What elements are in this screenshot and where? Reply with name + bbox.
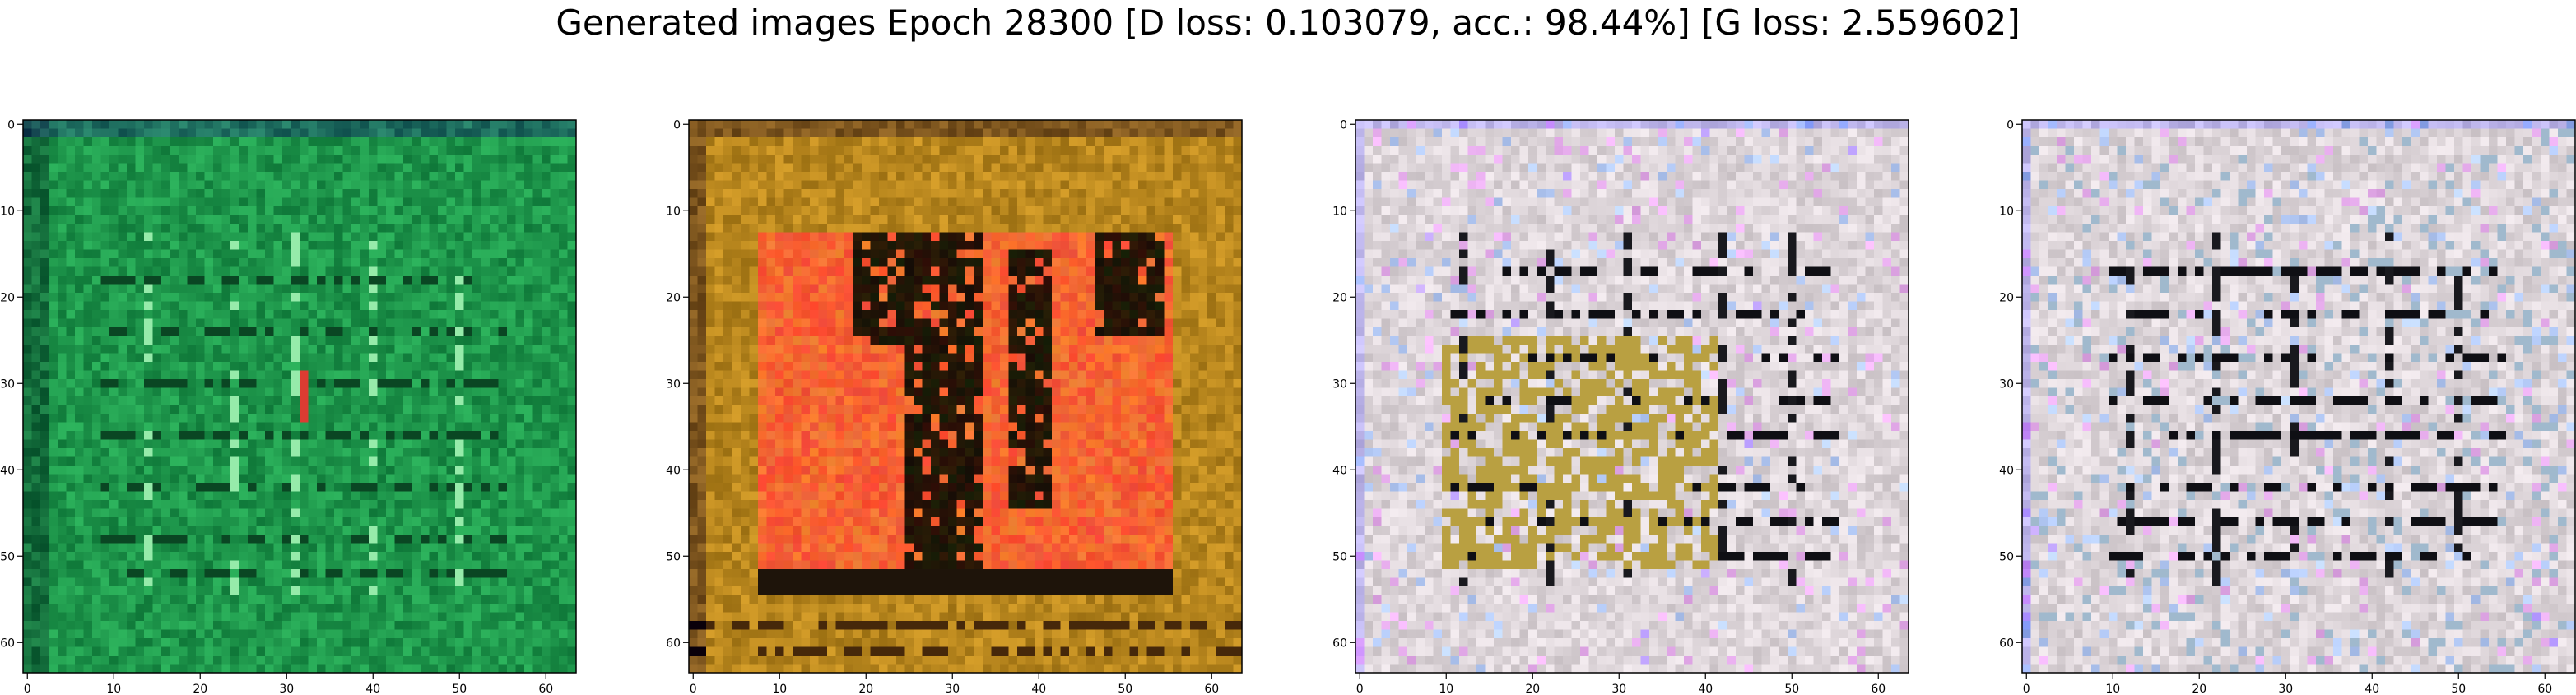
- x-tick-label: 40: [1698, 683, 1713, 695]
- y-tick-label: 0: [1340, 118, 1347, 132]
- x-tick-label: 60: [1204, 683, 1219, 695]
- y-tick-label: 20: [666, 291, 681, 304]
- figure-title: Generated images Epoch 28300 [D loss: 0.…: [556, 2, 2020, 43]
- y-tick-label: 30: [1332, 378, 1347, 391]
- y-tick-label: 10: [1999, 205, 2014, 218]
- y-tick-label: 10: [1332, 205, 1347, 218]
- x-tick-label: 0: [690, 683, 697, 695]
- x-tick-label: 30: [945, 683, 960, 695]
- y-tick-label: 60: [0, 637, 15, 650]
- panel-1: 0 10 20 30 40 50 60 0 10 20 30 40 50 60: [0, 118, 577, 695]
- axes-frame: [1355, 119, 1909, 674]
- x-tick-label: 50: [452, 683, 467, 695]
- x-tick-label: 20: [858, 683, 873, 695]
- y-tick-label: 30: [1999, 378, 2014, 391]
- x-tick-label: 40: [2364, 683, 2379, 695]
- y-tick-label: 0: [2006, 118, 2014, 132]
- x-tick-label: 40: [365, 683, 380, 695]
- y-tick-label: 50: [1332, 550, 1347, 563]
- x-tick-label: 10: [106, 683, 121, 695]
- y-tick-label: 20: [1332, 291, 1347, 304]
- y-tick-label: 60: [1999, 637, 2014, 650]
- y-tick-label: 10: [0, 205, 15, 218]
- x-tick-label: 0: [2023, 683, 2030, 695]
- generated-image-3: [1355, 120, 1909, 674]
- y-tick-label: 40: [0, 464, 15, 477]
- generated-image-1: [23, 120, 577, 674]
- y-tick-label: 40: [666, 464, 681, 477]
- axes-frame: [22, 119, 577, 674]
- x-tick-label: 50: [2451, 683, 2466, 695]
- x-tick-label: 60: [538, 683, 553, 695]
- y-tick-label: 40: [1332, 464, 1347, 477]
- x-tick-label: 10: [772, 683, 787, 695]
- x-tick-label: 20: [193, 683, 207, 695]
- x-tick-label: 20: [2192, 683, 2206, 695]
- x-tick-label: 10: [1439, 683, 1453, 695]
- x-tick-label: 30: [279, 683, 294, 695]
- y-tick-label: 60: [1332, 637, 1347, 650]
- x-tick-label: 50: [1118, 683, 1132, 695]
- y-tick-label: 20: [1999, 291, 2014, 304]
- x-tick-label: 0: [1356, 683, 1364, 695]
- y-tick-label: 20: [0, 291, 15, 304]
- y-tick-label: 30: [666, 378, 681, 391]
- panel-2: 0 10 20 30 40 50 60 0 10 20 30 40 50 60: [666, 118, 1243, 695]
- x-tick-label: 10: [2105, 683, 2120, 695]
- generated-image-2: [689, 120, 1243, 674]
- x-tick-label: 40: [1031, 683, 1046, 695]
- x-tick-label: 50: [1784, 683, 1799, 695]
- x-tick-label: 60: [2537, 683, 2552, 695]
- y-tick-label: 50: [1999, 550, 2014, 563]
- panel-4: 0 10 20 30 40 50 60 0 10 20 30 40 50 60: [1999, 118, 2576, 695]
- y-tick-label: 50: [0, 550, 15, 563]
- y-tick-label: 40: [1999, 464, 2014, 477]
- y-tick-label: 50: [666, 550, 681, 563]
- y-tick-label: 10: [666, 205, 681, 218]
- y-tick-label: 0: [7, 118, 15, 132]
- panel-3: 0 10 20 30 40 50 60 0 10 20 30 40 50 60: [1332, 118, 1909, 695]
- axes-frame: [688, 119, 1243, 674]
- y-tick-label: 60: [666, 637, 681, 650]
- y-tick-label: 0: [673, 118, 681, 132]
- generated-image-4: [2022, 120, 2576, 674]
- x-tick-label: 30: [1611, 683, 1626, 695]
- x-tick-label: 20: [1525, 683, 1540, 695]
- x-tick-label: 60: [1871, 683, 1886, 695]
- axes-frame: [2021, 119, 2576, 674]
- x-tick-label: 0: [24, 683, 31, 695]
- y-tick-label: 30: [0, 378, 15, 391]
- x-tick-label: 30: [2278, 683, 2293, 695]
